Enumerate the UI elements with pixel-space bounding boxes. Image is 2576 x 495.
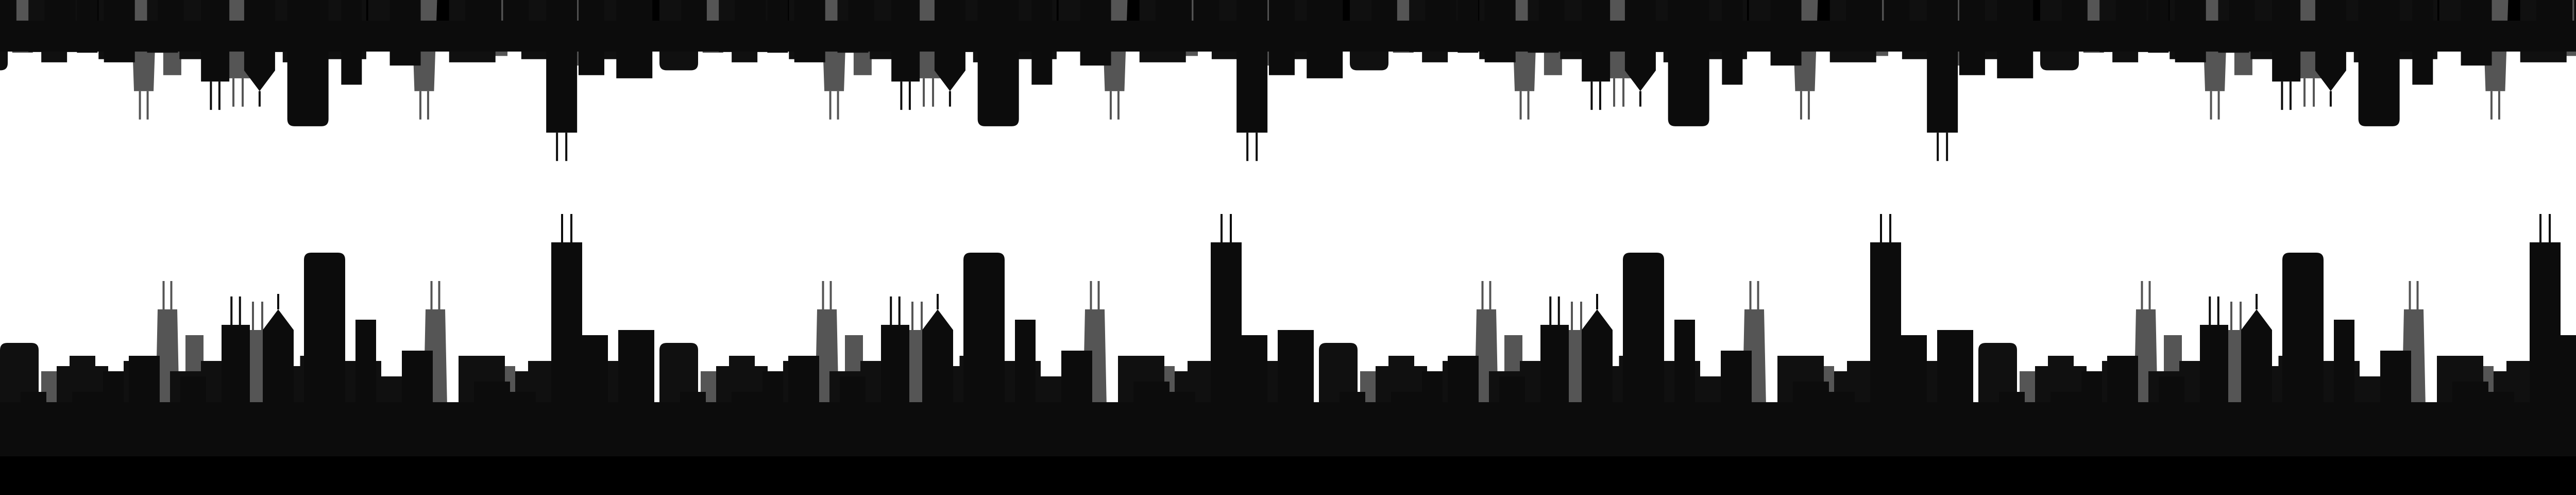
bottom-black-band [0, 454, 2576, 495]
antenna [230, 296, 241, 325]
mirrored-spire-tip [258, 91, 261, 107]
spire-tip [1596, 294, 1598, 309]
antenna [2209, 296, 2219, 325]
antenna [1221, 214, 1232, 242]
mirrored-antenna [139, 91, 149, 120]
mirrored-spire-tip [1639, 91, 1641, 107]
antenna [2409, 281, 2419, 309]
antenna [911, 302, 923, 330]
bottom-skyline [0, 214, 2576, 456]
mirrored-ground-buildings [0, 21, 2576, 52]
antenna [1749, 281, 1759, 309]
mirrored-antenna [1109, 91, 1120, 120]
antenna [1549, 296, 1560, 325]
antenna [2230, 302, 2242, 330]
mirrored-building-antenna [1236, 0, 1268, 133]
spire-tip [2256, 294, 2258, 309]
mirrored-antenna [2210, 91, 2220, 120]
mirrored-antenna [232, 78, 244, 107]
mirrored-antenna [1519, 91, 1530, 120]
mirrored-building-round [1668, 0, 1709, 126]
antenna [2141, 281, 2151, 309]
antenna [2539, 214, 2551, 242]
mirrored-antenna [1613, 78, 1625, 107]
mirrored-antenna [1590, 81, 1601, 110]
mirrored-antenna [2281, 81, 2292, 110]
antenna [1090, 281, 1100, 309]
mirrored-building-round [2358, 0, 2400, 126]
antenna [1481, 281, 1492, 309]
foreground-ground-buildings [0, 402, 2576, 456]
spire-tip [277, 294, 279, 309]
mirrored-antenna [1246, 133, 1258, 161]
antenna [162, 281, 173, 309]
mirrored-building-group [2358, 0, 2400, 126]
mirrored-spire-tip [948, 91, 951, 107]
antenna [1571, 302, 1582, 330]
mirrored-antenna [829, 91, 839, 120]
mirrored-antenna [1800, 91, 1810, 120]
mirrored-antenna [210, 81, 221, 110]
mirrored-building-group [287, 0, 329, 126]
mirrored-antenna [556, 133, 568, 161]
mirrored-antenna [2303, 78, 2315, 107]
mirrored-antenna [2490, 91, 2500, 120]
mirrored-antenna [923, 78, 935, 107]
mirrored-building-round [977, 0, 1019, 126]
antenna [252, 302, 263, 330]
antenna [561, 214, 572, 242]
mirrored-building-antenna [1927, 0, 1958, 133]
antenna [890, 296, 901, 325]
antenna [1880, 214, 1891, 242]
mirrored-antenna [419, 91, 429, 120]
mirrored-building-round [287, 0, 329, 126]
antenna [822, 281, 832, 309]
top-skyline-mirrored [0, 0, 2576, 161]
mirrored-building-group [1668, 0, 1709, 126]
spire-tip [937, 294, 939, 309]
mirrored-building-antenna [546, 0, 578, 133]
mirrored-building-group [977, 0, 1019, 126]
antenna [430, 281, 440, 309]
mirrored-antenna [900, 81, 911, 110]
mirrored-spire-tip [2329, 91, 2332, 107]
mirrored-antenna [1937, 133, 1948, 161]
